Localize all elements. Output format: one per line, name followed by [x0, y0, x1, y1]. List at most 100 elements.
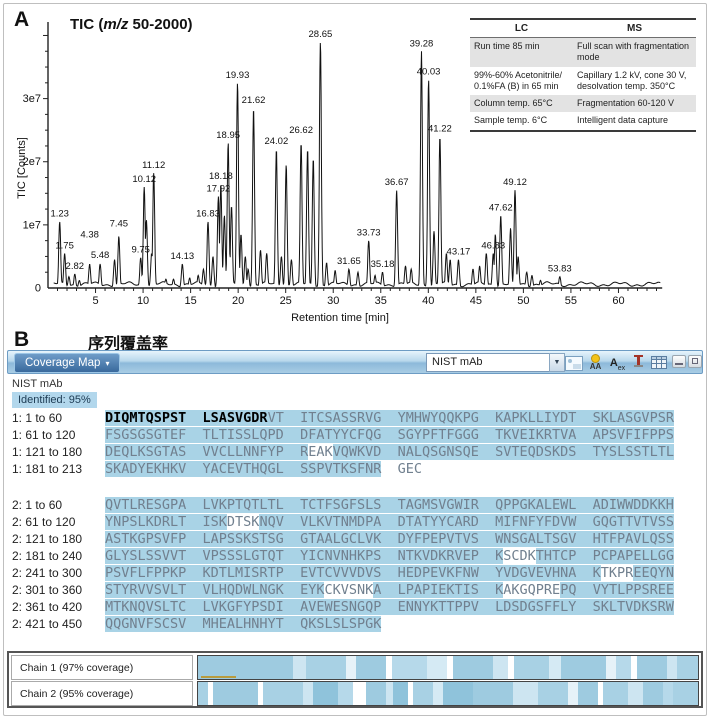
- x-tick-label: 45: [470, 295, 482, 307]
- coverage-segment: [303, 682, 313, 705]
- protein-select-dropdown[interactable]: NIST mAb: [426, 353, 555, 372]
- peak-label: 33.73: [357, 228, 381, 239]
- sequence-row: 1: 181 to 213 SKADYEKHKV YACEVTHQGL SSPVT…: [12, 460, 674, 477]
- sequence-row-label: 1: 61 to 120: [12, 427, 76, 442]
- coverage-segment: [338, 682, 353, 705]
- minimize-button[interactable]: [672, 355, 686, 368]
- peak-label: 39.28: [410, 38, 434, 49]
- sequence-text: GLYSLSSVVT VPSSSLGTQT YICNVNHKPS NTKVDKR…: [105, 547, 674, 564]
- coverage-bars-box: Chain 1 (97% coverage) Chain 2 (95% cove…: [7, 651, 703, 708]
- coverage-segment: [598, 682, 603, 705]
- sequence-row-label: 2: 1 to 60: [12, 497, 63, 512]
- table-row: Sample temp. 6°C Intelligent data captur…: [470, 112, 696, 130]
- chain2-coverage-row: Chain 2 (95% coverage): [11, 681, 699, 706]
- sequence-row: 2: 181 to 240 GLYSLSSVVT VPSSSLGTQT YICNV…: [12, 547, 674, 564]
- peak-label: 5.48: [91, 250, 110, 261]
- coverage-segment: [677, 656, 698, 679]
- peak-label: 47.62: [489, 202, 513, 213]
- panel-a-label: A: [14, 8, 30, 31]
- coverage-segment: [606, 656, 616, 679]
- sequence-text: FSGSGSGTEF TLTISSLQPD DFATYYCFQG SGYPFTF…: [105, 426, 674, 443]
- coverage-segment: [631, 656, 637, 679]
- highlight-aa-icon[interactable]: AA: [586, 353, 605, 372]
- sequence-segment: EAK: [308, 443, 333, 460]
- sequence-text: PSVFLFPPKP KDTLMISRTP EVTCVVVDVS HEDPEVK…: [105, 564, 674, 581]
- coverage-segment: [663, 682, 673, 705]
- chain2-coverage-label: Chain 2 (95% coverage): [11, 681, 193, 706]
- sequence-segment: PSVFLFPPKP KDTLMISRTP EVTCVVVDVS HEDPEVK…: [105, 564, 601, 581]
- coverage-segment: [198, 682, 208, 705]
- x-tick-label: 10: [137, 295, 149, 307]
- sequence-row-label: 1: 1 to 60: [12, 410, 63, 425]
- coverage-segment: [213, 682, 258, 705]
- table-cell: Fragmentation 60-120 V: [577, 98, 675, 108]
- coverage-segment: [538, 682, 568, 705]
- coverage-segment: [355, 656, 386, 679]
- peak-label: 14.13: [170, 251, 194, 262]
- sequence-segment: QQGNVFSCSV MHEALHNHYT QKSLSLSPGK: [105, 615, 382, 632]
- peak-label: 40.03: [417, 67, 441, 78]
- coverage-map-menu-button[interactable]: Coverage Map ▾: [14, 353, 121, 373]
- coverage-segment: [263, 682, 303, 705]
- coverage-segment: [305, 656, 346, 679]
- sequence-segment: DEQLKSGTAS VVCLLNNFYP R: [105, 443, 309, 460]
- sequence-text: STYRVVSVLT VLHQDWLNGK EYKCKVSNKA LPAPIEK…: [105, 581, 674, 598]
- sequence-row-label: 2: 61 to 120: [12, 514, 76, 529]
- peak-label: 19.93: [226, 70, 250, 81]
- chain2-coverage-bar: [197, 681, 699, 706]
- coverage-segment: [443, 682, 473, 705]
- sequence-row: 2: 121 to 180 ASTKGPSVFP LAPSSKSTSG GTAAL…: [12, 530, 674, 547]
- intensity-marker-icon[interactable]: [629, 353, 648, 372]
- panel-b-title: 序列覆盖率: [88, 336, 169, 353]
- sequence-row: 2: 241 to 300 PSVFLFPPKP KDTLMISRTP EVTCV…: [12, 564, 674, 581]
- table-cell: 99%-60% Acetonitrile/ 0.1%FA (B) in 65 m…: [474, 69, 563, 91]
- table-row: Column temp. 65°C Fragmentation 60-120 V: [470, 95, 696, 113]
- coverage-segment: [548, 656, 561, 679]
- sequence-text: ASTKGPSVFP LAPSSKSTSG GTAALGCLVK DYFPEPV…: [105, 530, 674, 547]
- restore-button[interactable]: [688, 355, 702, 368]
- x-tick-label: 55: [565, 295, 577, 307]
- coverage-segment: [313, 682, 338, 705]
- x-tick-label: 5: [92, 295, 98, 307]
- table-header-row: LC MS: [470, 19, 696, 38]
- sequence-row: 2: 421 to 450 QQGNVFSCSV MHEALHNHYT QKSLS…: [12, 615, 674, 632]
- peak-label: 2.82: [66, 261, 85, 272]
- coverage-segment: [258, 682, 263, 705]
- peak-label: 26.62: [289, 125, 313, 136]
- dropdown-arrow-button[interactable]: ▼: [549, 353, 565, 372]
- table-row: Run time 85 min Full scan with fragmenta…: [470, 37, 696, 67]
- table-view-icon[interactable]: [649, 353, 668, 372]
- table-row: 99%-60% Acetonitrile/ 0.1%FA (B) in 65 m…: [470, 67, 696, 96]
- image-export-icon[interactable]: [564, 353, 583, 372]
- sequence-text: YNPSLKDRLT ISKDTSKNQV VLKVTNMDPA DTATYYC…: [105, 513, 674, 530]
- chain1-coverage-label: Chain 1 (97% coverage): [11, 655, 193, 680]
- peak-label: 9.75: [131, 245, 150, 256]
- coverage-segment: [673, 682, 698, 705]
- coverage-segment: [637, 656, 667, 679]
- peak-label: 1.75: [55, 240, 74, 251]
- x-tick-label: 20: [232, 295, 244, 307]
- coverage-segment: [208, 682, 213, 705]
- peak-label: 36.67: [385, 177, 409, 188]
- chain1-coverage-row: Chain 1 (97% coverage): [11, 655, 699, 680]
- peak-label: 35.18: [371, 259, 395, 270]
- annotate-text-icon[interactable]: Aex: [609, 357, 626, 373]
- x-tick-label: 40: [422, 295, 434, 307]
- coverage-segment: [365, 682, 386, 705]
- coverage-segment: [578, 682, 598, 705]
- sequence-row-label: 2: 181 to 240: [12, 548, 83, 563]
- sequence-segment: TKPR: [600, 564, 634, 581]
- sequence-text: SKADYEKHKV YACEVTHQGL SSPVTKSFNR GEC: [105, 460, 422, 477]
- chart-title: TIC (m/z 50-2000): [70, 16, 193, 33]
- y-tick-label: 3e7: [23, 93, 41, 105]
- chevron-down-icon: ▾: [105, 359, 110, 368]
- coverage-segment: [408, 682, 413, 705]
- x-axis-label: Retention time [min]: [291, 312, 389, 324]
- chain1-coverage-bar: [197, 655, 699, 680]
- sequence-segment: DTSK: [226, 513, 260, 530]
- sequence-segment: GEC: [381, 460, 422, 477]
- peak-label: 10.12: [132, 174, 156, 185]
- sequence-segment: SCDK: [503, 547, 536, 564]
- coverage-segment: [393, 682, 408, 705]
